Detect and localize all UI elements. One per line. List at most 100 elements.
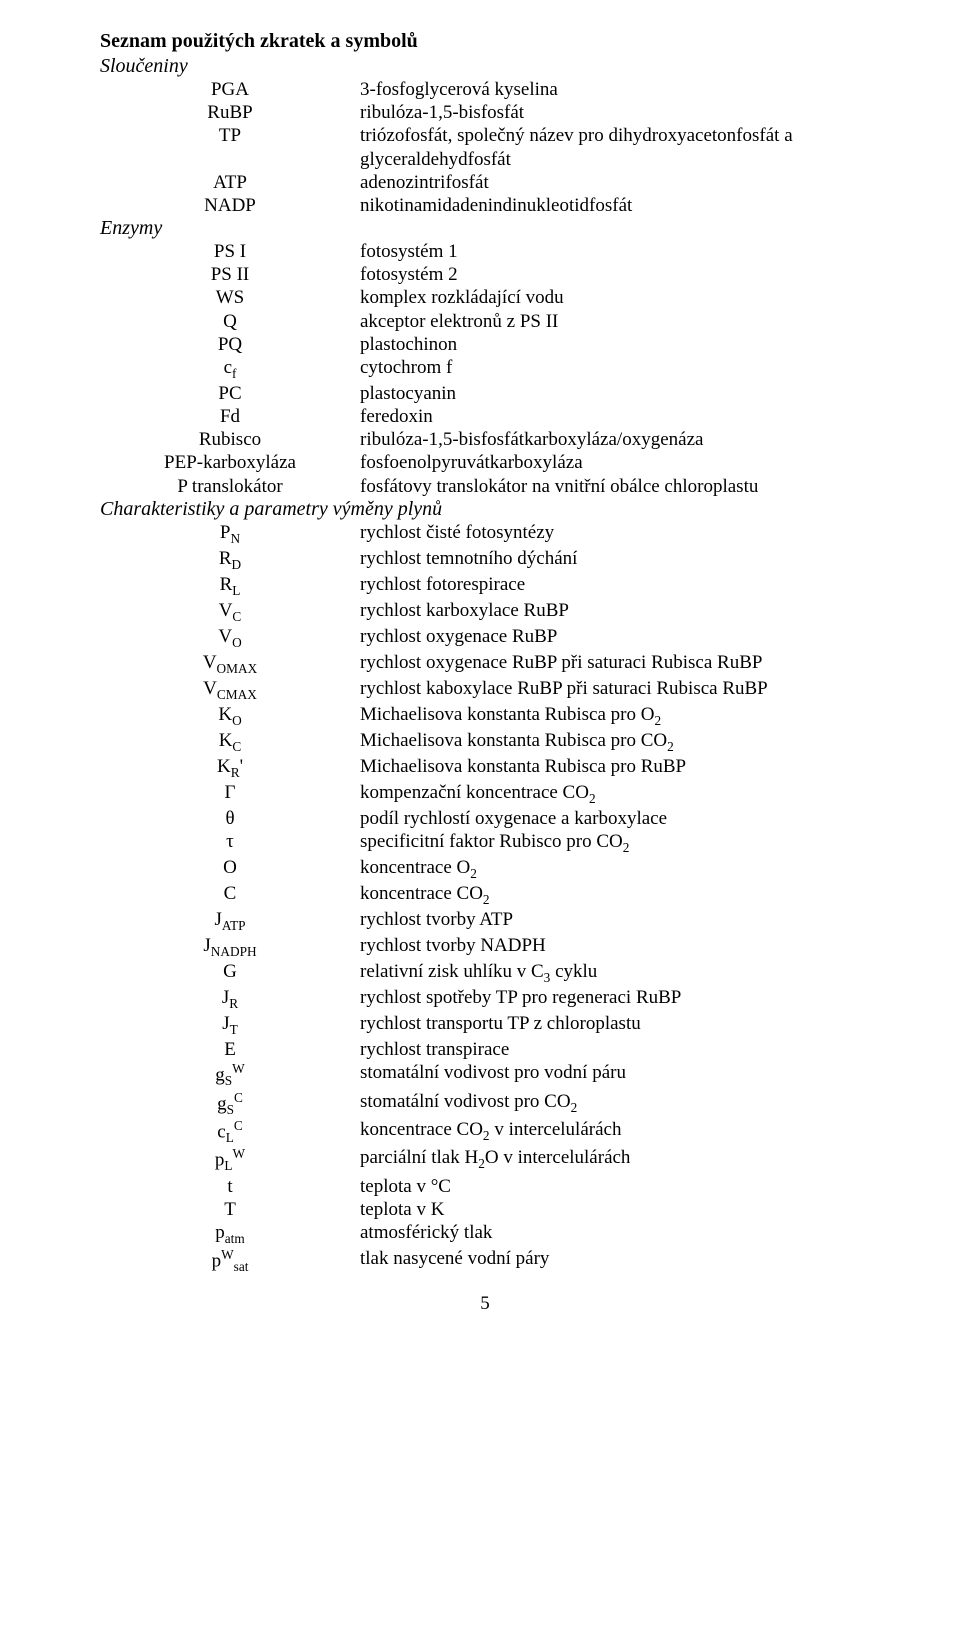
symbol: cf	[100, 356, 360, 382]
definition-row: pLWparciální tlak H2O v intercelulárách	[100, 1146, 870, 1174]
symbol: P translokátor	[100, 475, 360, 498]
definition-row: θpodíl rychlostí oxygenace a karboxylace	[100, 807, 870, 830]
section-title: Enzymy	[100, 217, 870, 240]
definition-row: Erychlost transpirace	[100, 1038, 870, 1061]
definition-row: gSCstomatální vodivost pro CO2	[100, 1090, 870, 1118]
symbol: θ	[100, 807, 360, 830]
symbol: Γ	[100, 781, 360, 807]
definition-row: NADPnikotinamidadenindinukleotidfosfát	[100, 194, 870, 217]
definition-row: Grelativní zisk uhlíku v C3 cyklu	[100, 960, 870, 986]
definition-row: PNrychlost čisté fotosyntézy	[100, 521, 870, 547]
definition: stomatální vodivost pro vodní páru	[360, 1061, 870, 1089]
definition-row: PQplastochinon	[100, 333, 870, 356]
definition-row: VOMAXrychlost oxygenace RuBP při saturac…	[100, 651, 870, 677]
definition: parciální tlak H2O v intercelulárách	[360, 1146, 870, 1174]
definition-row: PS Ifotosystém 1	[100, 240, 870, 263]
definition-row: VCMAXrychlost kaboxylace RuBP při satura…	[100, 677, 870, 703]
definition-row: PEP-karboxylázafosfoenolpyruvátkarboxylá…	[100, 451, 870, 474]
definition: ribulóza-1,5-bisfosfátkarboxyláza/oxygen…	[360, 428, 870, 451]
definition-row: pWsattlak nasycené vodní páry	[100, 1247, 870, 1275]
symbol: JT	[100, 1012, 360, 1038]
symbol: pWsat	[100, 1247, 360, 1275]
definition: feredoxin	[360, 405, 870, 428]
definition-row: JNADPHrychlost tvorby NADPH	[100, 934, 870, 960]
definition-row: PGA3-fosfoglycerová kyselina	[100, 78, 870, 101]
definition: akceptor elektronů z PS II	[360, 310, 870, 333]
symbol: PN	[100, 521, 360, 547]
symbol: VOMAX	[100, 651, 360, 677]
section-title: Charakteristiky a parametry výměny plynů	[100, 498, 870, 521]
definition-row: Qakceptor elektronů z PS II	[100, 310, 870, 333]
definition-row: VCrychlost karboxylace RuBP	[100, 599, 870, 625]
definition-row: cLCkoncentrace CO2 v intercelulárách	[100, 1118, 870, 1146]
symbol: cLC	[100, 1118, 360, 1146]
definition: triózofosfát, společný název pro dihydro…	[360, 124, 870, 170]
definition: relativní zisk uhlíku v C3 cyklu	[360, 960, 870, 986]
definition-row: τspecificitní faktor Rubisco pro CO2	[100, 830, 870, 856]
page-number: 5	[100, 1293, 870, 1315]
symbol: KR'	[100, 755, 360, 781]
symbol: VO	[100, 625, 360, 651]
definition: teplota v K	[360, 1198, 870, 1221]
definition-row: cfcytochrom f	[100, 356, 870, 382]
definition: rychlost kaboxylace RuBP při saturaci Ru…	[360, 677, 870, 703]
definition-row: VOrychlost oxygenace RuBP	[100, 625, 870, 651]
symbol: Fd	[100, 405, 360, 428]
definition-row: RuBPribulóza-1,5-bisfosfát	[100, 101, 870, 124]
symbol: t	[100, 1175, 360, 1198]
sections-container: SloučeninyPGA3-fosfoglycerová kyselinaRu…	[100, 55, 870, 1275]
definition-row: Fdferedoxin	[100, 405, 870, 428]
definition: rychlost transportu TP z chloroplastu	[360, 1012, 870, 1038]
definition: rychlost spotřeby TP pro regeneraci RuBP	[360, 986, 870, 1012]
definition: 3-fosfoglycerová kyselina	[360, 78, 870, 101]
definition: rychlost čisté fotosyntézy	[360, 521, 870, 547]
symbol: TP	[100, 124, 360, 170]
definition-row: RDrychlost temnotního dýchání	[100, 547, 870, 573]
definition: rychlost transpirace	[360, 1038, 870, 1061]
definition: fotosystém 2	[360, 263, 870, 286]
definition: fosfátovy translokátor na vnitřní obálce…	[360, 475, 870, 498]
definition: rychlost tvorby ATP	[360, 908, 870, 934]
symbol: KO	[100, 703, 360, 729]
symbol: patm	[100, 1221, 360, 1247]
definition-row: Rubiscoribulóza-1,5-bisfosfátkarboxyláza…	[100, 428, 870, 451]
definition: rychlost oxygenace RuBP	[360, 625, 870, 651]
definition-row: KCMichaelisova konstanta Rubisca pro CO2	[100, 729, 870, 755]
symbol: RD	[100, 547, 360, 573]
symbol: JR	[100, 986, 360, 1012]
definition-row: Ckoncentrace CO2	[100, 882, 870, 908]
definition-row: PS IIfotosystém 2	[100, 263, 870, 286]
definition: podíl rychlostí oxygenace a karboxylace	[360, 807, 870, 830]
definition: koncentrace O2	[360, 856, 870, 882]
symbol: O	[100, 856, 360, 882]
definition: plastochinon	[360, 333, 870, 356]
definition: specificitní faktor Rubisco pro CO2	[360, 830, 870, 856]
definition: nikotinamidadenindinukleotidfosfát	[360, 194, 870, 217]
symbol: RuBP	[100, 101, 360, 124]
symbol: PS I	[100, 240, 360, 263]
definition: Michaelisova konstanta Rubisca pro RuBP	[360, 755, 870, 781]
section-title: Sloučeniny	[100, 55, 870, 78]
symbol: T	[100, 1198, 360, 1221]
definition: Michaelisova konstanta Rubisca pro O2	[360, 703, 870, 729]
symbol: τ	[100, 830, 360, 856]
symbol: PS II	[100, 263, 360, 286]
definition-row: ATPadenozintrifosfát	[100, 171, 870, 194]
definition: adenozintrifosfát	[360, 171, 870, 194]
definition-row: Γkompenzační koncentrace CO2	[100, 781, 870, 807]
definition-row: tteplota v °C	[100, 1175, 870, 1198]
definition: rychlost karboxylace RuBP	[360, 599, 870, 625]
definition: fosfoenolpyruvátkarboxyláza	[360, 451, 870, 474]
definition-row: gSWstomatální vodivost pro vodní páru	[100, 1061, 870, 1089]
page-title: Seznam použitých zkratek a symbolů	[100, 30, 870, 53]
definition-row: JRrychlost spotřeby TP pro regeneraci Ru…	[100, 986, 870, 1012]
definition-row: KOMichaelisova konstanta Rubisca pro O2	[100, 703, 870, 729]
symbol: PQ	[100, 333, 360, 356]
definition: Michaelisova konstanta Rubisca pro CO2	[360, 729, 870, 755]
definition: rychlost oxygenace RuBP při saturaci Rub…	[360, 651, 870, 677]
definition: rychlost temnotního dýchání	[360, 547, 870, 573]
definition-row: patmatmosférický tlak	[100, 1221, 870, 1247]
definition: tlak nasycené vodní páry	[360, 1247, 870, 1275]
definition-row: PCplastocyanin	[100, 382, 870, 405]
symbol: gSC	[100, 1090, 360, 1118]
